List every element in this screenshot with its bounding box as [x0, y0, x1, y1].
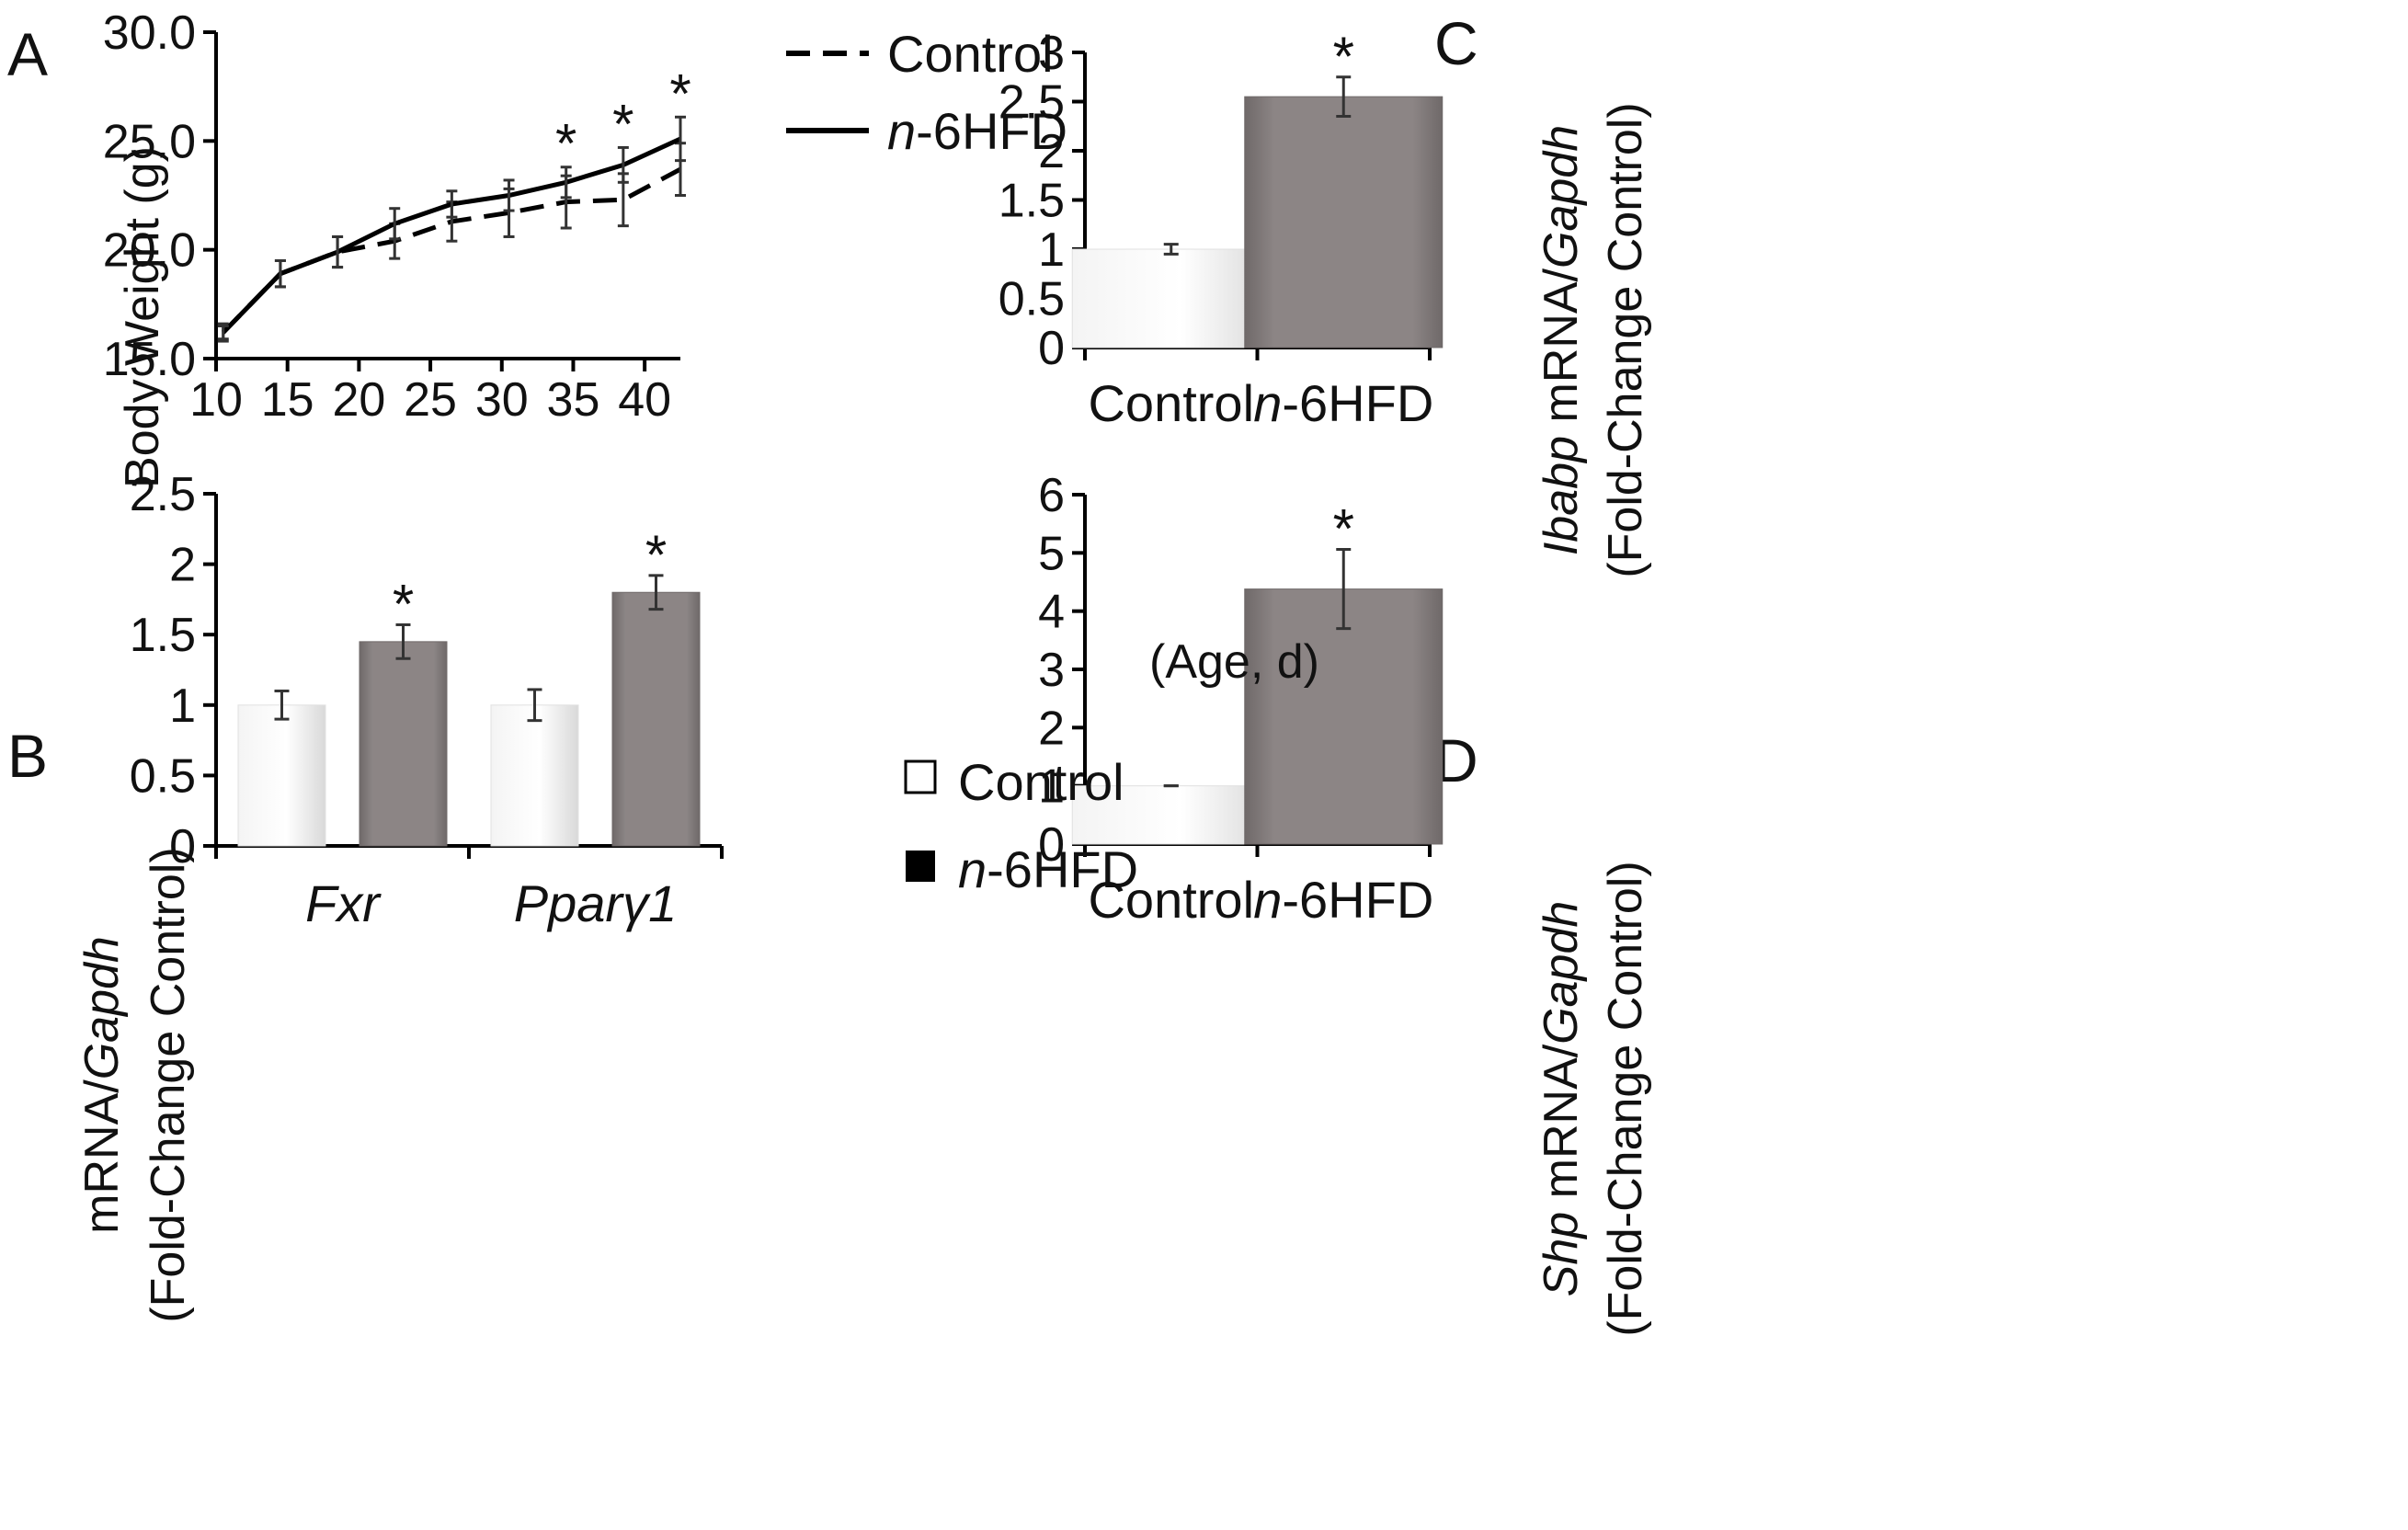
panel-a-legend: Control n-6HFD [786, 25, 1067, 160]
panel-a-xtick-label: 25 [404, 373, 457, 427]
panel-label-a: A [7, 20, 48, 88]
panel-label-c: C [1434, 9, 1478, 77]
panel-d-ytick-label: 0 [1038, 818, 1065, 872]
panel-a-xtick-label: 30 [475, 373, 529, 427]
panel-a-xtick-label: 40 [618, 373, 671, 427]
panel-c-ytick-label: 2.5 [999, 76, 1065, 130]
panel-a-ytick-label: 15.0 [103, 333, 196, 386]
panel-a-xlabel: (Age, d) [1149, 635, 1319, 689]
panel-d-ytick-label: 5 [1038, 527, 1065, 580]
legend-hfd-label: n-6HFD [887, 102, 1067, 160]
panel-c-ylabel-line1: Ibabp mRNA/Gapdh [1535, 125, 1588, 555]
panel-d-ylabel-line1: Shp mRNA/Gapdh [1535, 901, 1588, 1297]
category-label: Pparγ1 [514, 874, 677, 932]
significance-marker: * [645, 524, 667, 586]
panel-d-ytick-label: 6 [1038, 469, 1065, 522]
panel-a-chart: 15.0 20.0 25.0 30.0 10 15 20 25 30 35 40 * * * [103, 6, 691, 427]
category-label: Control [1088, 871, 1254, 929]
panel-a-ytick-label: 30.0 [103, 6, 196, 60]
significance-marker: * [1333, 498, 1354, 560]
significance-marker: * [393, 573, 414, 634]
panel-b-legend: Control n-6HFD [904, 753, 1138, 898]
panel-b-chart: 0 0.5 1 1.5 2 2.5 * Fxr * Pparγ1 [130, 468, 724, 932]
panel-a-xtick-label: 20 [332, 373, 385, 427]
panel-b-ytick-label: 0.5 [130, 749, 196, 803]
significance-marker: * [669, 63, 690, 124]
legend-control-label: Control [887, 25, 1054, 83]
control-bar [1071, 248, 1271, 348]
panel-d-ytick-label: 4 [1038, 586, 1065, 639]
panel-b-ylabel-line2: (Fold-Change Control) [142, 847, 195, 1322]
control-bar [490, 704, 579, 847]
panel-d-ylabel-line2: (Fold-Change Control) [1599, 861, 1652, 1336]
legend-control-swatch [904, 759, 937, 794]
legend-control-label: Control [958, 753, 1124, 811]
panel-a-xtick-label: 35 [547, 373, 600, 427]
panel-c-ytick-label: 0 [1038, 322, 1065, 375]
panel-d-ytick-label: 3 [1038, 644, 1065, 697]
panel-b-ytick-label: 2.5 [130, 468, 196, 521]
panel-b-ylabel-line1: mRNA/Gapdh [75, 936, 129, 1234]
panel-c-ytick-label: 0.5 [999, 273, 1065, 326]
panel-a-ylabel: Body Weight (g) [116, 146, 169, 488]
panel-c-ytick-label: 1 [1038, 223, 1065, 277]
panel-label-b: B [7, 722, 48, 790]
panel-a-ytick-label: 25.0 [103, 115, 196, 168]
panel-a-xtick-label: 15 [261, 373, 314, 427]
hfd-bar [1244, 96, 1444, 348]
hfd-bar [359, 641, 448, 847]
control-bar [237, 704, 326, 847]
legend-hfd-swatch [906, 851, 935, 882]
panel-c-ylabel-line2: (Fold-Change Control) [1599, 102, 1652, 577]
category-label: Control [1088, 374, 1254, 432]
significance-marker: * [555, 113, 576, 175]
panel-c-ytick-label: 1.5 [999, 175, 1065, 228]
panel-b-ytick-label: 2 [169, 539, 196, 592]
panel-a-ytick-label: 20.0 [103, 224, 196, 278]
panel-c-ytick-label: 3 [1038, 27, 1065, 80]
category-label: n-6HFD [1253, 374, 1433, 432]
panel-a-xtick-label: 10 [189, 373, 243, 427]
panel-c-chart: 00.511.522.53 Control * n-6HFD [999, 26, 1444, 432]
panel-d-ytick-label: 2 [1038, 702, 1065, 755]
hfd-bar [611, 591, 701, 847]
hfd-bar [1244, 588, 1444, 845]
significance-marker: * [1333, 26, 1354, 87]
significance-marker: * [612, 93, 633, 154]
control-bar [1071, 785, 1271, 845]
panel-d-ytick-label: 1 [1038, 760, 1065, 814]
category-label: n-6HFD [1253, 871, 1433, 929]
legend-hfd-label: n-6HFD [958, 840, 1138, 898]
panel-c-ytick-label: 2 [1038, 125, 1065, 178]
category-label: Fxr [305, 874, 382, 932]
panel-b-ytick-label: 1 [169, 679, 196, 733]
panel-b-ytick-label: 0 [169, 820, 196, 873]
panel-b-ytick-label: 1.5 [130, 609, 196, 662]
